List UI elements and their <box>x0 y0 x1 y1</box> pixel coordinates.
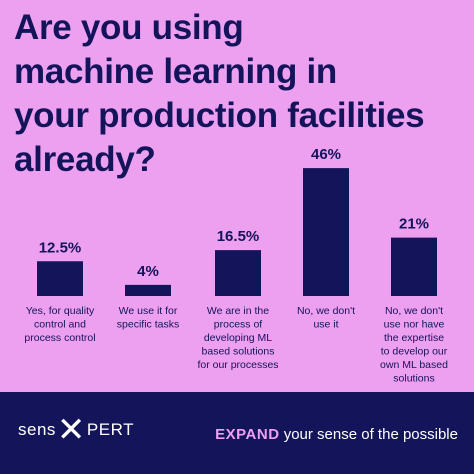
headline-line-4: already? <box>14 140 156 179</box>
value-label-1: 12.5% <box>39 239 82 256</box>
category-label-3: We are in the process of developing ML base… <box>197 305 278 371</box>
bar-3 <box>215 250 261 296</box>
tagline-rest: your sense of the possible <box>279 426 458 443</box>
footer-bar: sens ✕ PERT EXPAND your sense of the pos… <box>0 392 474 474</box>
bar-5 <box>391 237 437 296</box>
brand-text-right: PERT <box>86 420 134 439</box>
headline: Are you using machine learning in your p… <box>14 6 464 182</box>
category-label-2: We use it for specific tasks <box>117 305 179 331</box>
tagline: EXPAND your sense of the possible <box>215 426 458 443</box>
bar-chart: 12.5% Yes, for quality control and process … <box>24 146 448 385</box>
brand-text-left: sens <box>18 420 56 439</box>
headline-line-2-rest: in <box>297 52 337 91</box>
brand-logo: sens ✕ PERT <box>18 411 134 449</box>
headline-line-3: your production facilities <box>14 96 425 135</box>
category-label-1: Yes, for quality control and process contr… <box>24 305 95 344</box>
value-label-2: 4% <box>137 263 159 280</box>
value-label-5: 21% <box>399 216 429 233</box>
category-label-5: No, we don't use nor have the expertise to … <box>380 305 448 385</box>
headline-line-2: machine learning in <box>14 50 464 94</box>
headline-line-1: Are you using <box>14 8 244 47</box>
tagline-bold: EXPAND <box>215 426 280 443</box>
value-label-4: 46% <box>311 146 341 163</box>
bar-2 <box>125 284 171 296</box>
brand-x-icon: ✕ <box>56 411 86 449</box>
bar-4 <box>303 168 349 296</box>
category-label-4: No, we don't use it <box>297 305 355 331</box>
value-label-3: 16.5% <box>217 228 260 245</box>
headline-accent: machine learning <box>14 52 298 91</box>
bar-1 <box>37 261 83 296</box>
